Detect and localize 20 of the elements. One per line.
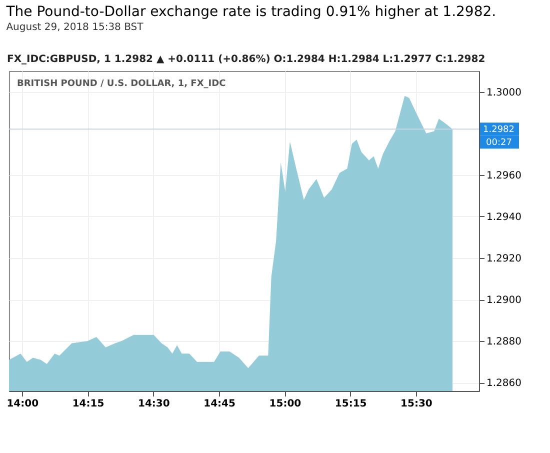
- x-tick-label: 14:45: [204, 398, 236, 410]
- annotation: BRITISH POUND / U.S. DOLLAR, 1, FX_IDC: [17, 79, 226, 89]
- x-tick-label: 15:30: [400, 398, 432, 410]
- y-tick-label: 1.2880: [486, 336, 522, 348]
- ref-line-label: 1.2982: [483, 125, 514, 136]
- y-tick-label: 1.2900: [486, 295, 522, 306]
- y-tick-label: 1.3000: [486, 87, 522, 98]
- text: FX_IDC:GBPUSD, 1 1.2982 ▲ +0.0111 (+0.86%) O:1.2984 H:1.2984 L:1.2977 C:1.2982: [7, 54, 486, 65]
- chart-title: The Pound-to-Dollar exchange rate is trading 0.91% higher at 1.2982.: [5, 4, 496, 20]
- y-tick-label: 1.2940: [486, 212, 522, 223]
- x-tick-label: 14:00: [6, 398, 39, 410]
- x-tick-label: 15:15: [334, 398, 367, 410]
- x-tick-label: 14:15: [72, 398, 104, 410]
- x-tick-label: 14:30: [138, 398, 170, 410]
- y-tick-label: 1.2920: [486, 254, 522, 265]
- y-tick-label: 1.2960: [486, 170, 522, 182]
- x-tick-label: 15:00: [269, 398, 302, 410]
- chart-subtitle: August 29, 2018 15:38 BST: [6, 22, 144, 33]
- text: 00:27: [486, 138, 512, 148]
- y-tick-label: 1.2860: [486, 378, 522, 390]
